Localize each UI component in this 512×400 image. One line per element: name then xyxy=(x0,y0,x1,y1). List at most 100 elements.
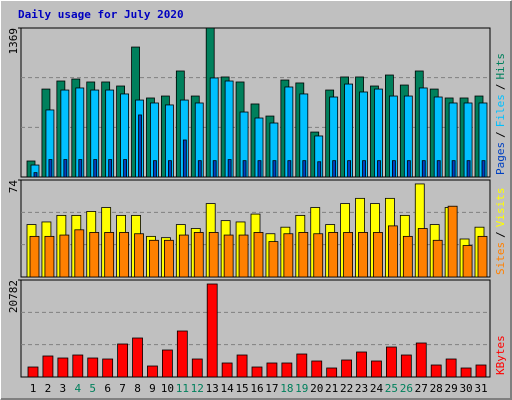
bar xyxy=(197,160,202,178)
bar xyxy=(42,355,54,378)
legend-entry: Files xyxy=(494,94,507,127)
plot-area xyxy=(20,279,491,378)
x-tick-label: 6 xyxy=(104,382,111,395)
chart-title: Daily usage for July 2020 xyxy=(18,8,184,21)
bar xyxy=(57,357,69,378)
bar xyxy=(182,139,187,178)
bar xyxy=(191,358,203,378)
bar xyxy=(193,232,204,278)
legend-separator: / xyxy=(494,131,507,138)
bar xyxy=(102,358,114,378)
bar xyxy=(466,160,471,178)
bar xyxy=(221,362,233,378)
x-tick-label: 1 xyxy=(30,382,37,395)
bar xyxy=(432,239,443,278)
bar xyxy=(48,159,53,178)
bar xyxy=(477,235,488,278)
bar xyxy=(460,367,472,378)
legend-entry: Pages xyxy=(494,142,507,175)
x-tick-label: 7 xyxy=(119,382,126,395)
bar xyxy=(415,342,427,378)
bar xyxy=(313,233,324,278)
bar xyxy=(78,159,83,178)
x-tick-label: 14 xyxy=(221,382,235,395)
bar xyxy=(119,232,129,278)
x-tick-label: 26 xyxy=(400,382,413,395)
legend-separator: / xyxy=(494,84,507,91)
bar xyxy=(59,234,70,278)
bar xyxy=(178,234,189,278)
bar xyxy=(377,160,381,178)
bar xyxy=(29,235,40,278)
bar xyxy=(266,362,278,378)
legend-entry: Visits xyxy=(494,188,507,228)
bar xyxy=(417,228,428,278)
bar xyxy=(253,232,264,278)
bar xyxy=(206,283,218,378)
bar xyxy=(93,159,98,178)
bar xyxy=(445,358,457,378)
x-tick-label: 18 xyxy=(280,382,293,395)
bar xyxy=(447,205,458,278)
bar xyxy=(153,160,157,178)
bar xyxy=(236,354,248,378)
bar xyxy=(272,160,277,178)
x-tick-label: 21 xyxy=(325,382,338,395)
bar xyxy=(317,161,322,178)
bar xyxy=(149,239,159,278)
bar xyxy=(251,366,263,378)
legend-entry: KBytes xyxy=(494,335,507,375)
bar xyxy=(328,232,339,278)
x-tick-label: 30 xyxy=(459,382,472,395)
x-tick-label: 9 xyxy=(149,382,156,395)
bar xyxy=(72,354,84,378)
bar xyxy=(208,232,219,278)
bar xyxy=(302,160,307,178)
bar xyxy=(326,367,338,378)
bar xyxy=(108,159,113,178)
bar xyxy=(296,353,308,378)
bar xyxy=(74,229,85,278)
bar xyxy=(176,330,188,378)
bar xyxy=(283,233,294,278)
x-tick-label: 24 xyxy=(370,382,384,395)
bar xyxy=(343,232,354,278)
bar xyxy=(421,160,426,178)
bar xyxy=(268,241,279,278)
x-tick-label: 11 xyxy=(176,382,189,395)
x-tick-label: 5 xyxy=(89,382,96,395)
bar xyxy=(238,234,249,278)
legend: KBytes xyxy=(494,335,507,375)
x-tick-label: 28 xyxy=(430,382,443,395)
bar xyxy=(163,239,174,278)
x-tick-label: 29 xyxy=(445,382,458,395)
bar xyxy=(167,160,172,178)
x-tick-label: 2 xyxy=(45,382,52,395)
bar xyxy=(33,172,38,178)
x-tick-label: 8 xyxy=(134,382,141,395)
bar xyxy=(117,343,128,378)
bar xyxy=(436,160,441,178)
bar xyxy=(223,234,234,278)
bar xyxy=(373,232,383,278)
bar xyxy=(341,359,353,378)
bar xyxy=(63,159,68,178)
bar xyxy=(462,245,473,278)
bar xyxy=(104,232,115,278)
bar xyxy=(89,232,100,278)
x-tick-label: 4 xyxy=(74,382,81,395)
bar xyxy=(430,364,442,378)
x-tick-label: 25 xyxy=(385,382,398,395)
bar xyxy=(27,366,39,378)
bar xyxy=(257,160,262,178)
bar xyxy=(161,349,173,378)
bar xyxy=(400,354,412,378)
bar xyxy=(385,346,397,378)
bar xyxy=(356,351,367,378)
y-tick-label: 1369 xyxy=(7,28,20,55)
bar xyxy=(391,160,396,178)
bar xyxy=(212,160,217,178)
bar xyxy=(44,235,55,278)
x-tick-label: 10 xyxy=(161,382,174,395)
